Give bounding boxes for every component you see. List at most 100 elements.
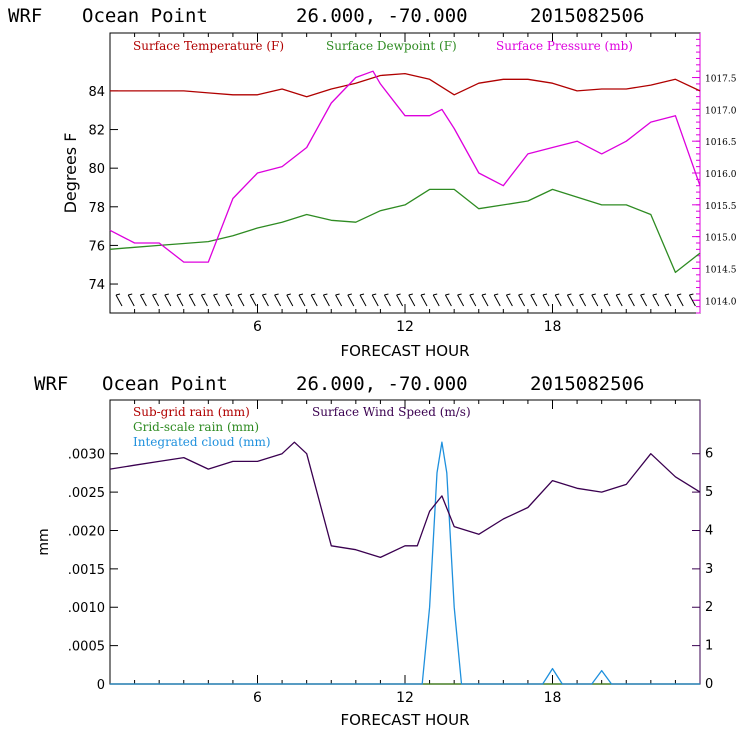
wind-barb-flag bbox=[603, 293, 609, 296]
wind-barb-flag bbox=[189, 293, 194, 296]
top-right-axis-ticks: 1014.0 1014.5 1015.0 1015.5 1016.0 1016.5 1017… bbox=[692, 33, 737, 314]
bottom-x-tick-label: 18 bbox=[544, 690, 562, 706]
wind-barb-flag bbox=[335, 293, 340, 296]
wind-barb bbox=[591, 294, 599, 307]
wind-barb bbox=[176, 294, 184, 307]
wind-barb bbox=[518, 294, 526, 307]
bottom-right-tick-label: 4 bbox=[705, 523, 713, 538]
wind-barb-flag bbox=[494, 293, 499, 296]
top-title-model: WRF bbox=[8, 5, 42, 27]
wind-barb-flag bbox=[115, 293, 121, 296]
wind-barb bbox=[432, 294, 440, 307]
wind-barb bbox=[139, 294, 147, 307]
wind-barb bbox=[688, 294, 696, 307]
top-x-tick-label: 12 bbox=[396, 319, 414, 335]
bottom-panel: WRF Ocean Point 26.000, -70.000 20150825… bbox=[34, 373, 713, 729]
wind-barb-flag bbox=[420, 293, 426, 296]
bottom-title-location: Ocean Point bbox=[102, 373, 228, 395]
legend-sub-grid-rain: Sub-grid rain (mm) bbox=[133, 405, 250, 419]
top-right-tick-label: 1017.0 bbox=[705, 106, 737, 116]
wind-barb-flag bbox=[689, 293, 694, 296]
wind-barb-flag bbox=[128, 293, 133, 296]
wind-barb bbox=[237, 294, 245, 307]
top-right-tick-label: 1015.5 bbox=[705, 202, 737, 212]
surface-wind-speed-line bbox=[109, 441, 701, 559]
bottom-title-coords: 26.000, -70.000 bbox=[296, 373, 468, 395]
wind-barb bbox=[530, 294, 538, 307]
bottom-right-tick-label: 3 bbox=[705, 562, 713, 577]
wind-barb bbox=[493, 294, 501, 307]
bottom-left-tick-label: .0015 bbox=[68, 563, 105, 578]
wind-barb bbox=[127, 294, 135, 307]
wind-barb bbox=[481, 294, 489, 307]
wind-barb-flag bbox=[384, 293, 389, 296]
wind-barb-flag bbox=[567, 293, 572, 296]
wind-barb-flag bbox=[176, 293, 182, 296]
wind-barb-flag bbox=[542, 293, 548, 296]
top-x-axis-label: FORECAST HOUR bbox=[340, 342, 469, 360]
top-right-tick-label: 1014.0 bbox=[705, 297, 737, 307]
top-left-tick-label: 82 bbox=[88, 124, 105, 139]
legend-integrated-cloud: Integrated cloud (mm) bbox=[133, 435, 271, 449]
wind-barb bbox=[383, 294, 391, 307]
bottom-right-tick-label: 2 bbox=[705, 600, 713, 615]
wind-barb-flag bbox=[445, 293, 450, 296]
wind-barb bbox=[115, 294, 123, 307]
surface-dewpoint-line bbox=[109, 188, 701, 274]
bottom-left-tick-label: .0010 bbox=[68, 601, 105, 616]
wind-barb bbox=[347, 294, 355, 307]
bottom-left-tick-label: .0025 bbox=[68, 486, 105, 501]
wind-barb bbox=[298, 294, 306, 307]
legend-grid-scale-rain: Grid-scale rain (mm) bbox=[133, 420, 259, 434]
wind-barb-flag bbox=[677, 293, 682, 296]
wind-barb bbox=[213, 294, 221, 307]
wind-barbs bbox=[115, 293, 696, 307]
bottom-right-tick-label: 6 bbox=[705, 447, 713, 462]
top-right-tick-label: 1015.0 bbox=[705, 234, 737, 244]
wind-barb bbox=[554, 294, 562, 307]
legend-surface-dewpoint: Surface Dewpoint (F) bbox=[326, 39, 457, 53]
wind-barb bbox=[286, 294, 294, 307]
wind-barb bbox=[566, 294, 574, 307]
wind-barb-flag bbox=[408, 293, 413, 296]
wind-barb-flag bbox=[311, 293, 316, 296]
bottom-right-tick-label: 0 bbox=[705, 677, 713, 692]
top-y-axis-label: Degrees F bbox=[61, 133, 80, 214]
top-series-lines bbox=[109, 70, 701, 274]
wind-barb-flag bbox=[152, 293, 157, 296]
bottom-right-tick-label: 1 bbox=[705, 639, 713, 654]
integrated-cloud-line bbox=[110, 441, 700, 685]
bottom-x-tick-label: 12 bbox=[396, 690, 414, 706]
top-x-tick-label: 18 bbox=[544, 319, 562, 335]
surface-pressure-line bbox=[109, 70, 701, 263]
wind-barb-flag bbox=[518, 293, 523, 296]
wind-barb-flag bbox=[579, 293, 584, 296]
wind-barb-flag bbox=[225, 293, 230, 296]
wind-barb-flag bbox=[481, 293, 487, 296]
wind-barb bbox=[335, 294, 343, 307]
wind-barb-flag bbox=[433, 293, 438, 296]
wind-barb-flag bbox=[359, 293, 365, 296]
legend-surface-temperature: Surface Temperature (F) bbox=[133, 39, 284, 53]
top-left-tick-label: 74 bbox=[88, 278, 105, 293]
wind-barb bbox=[505, 294, 513, 307]
wind-barb-flag bbox=[664, 293, 670, 296]
wind-barb-flag bbox=[274, 293, 279, 296]
wind-barb bbox=[225, 294, 233, 307]
top-title-location: Ocean Point bbox=[82, 5, 208, 27]
wind-barb bbox=[457, 294, 465, 307]
wind-barb-flag bbox=[164, 293, 169, 296]
wind-barb-flag bbox=[652, 293, 657, 296]
wind-barb bbox=[200, 294, 208, 307]
bottom-y-axis-label: mm bbox=[36, 528, 52, 555]
bottom-axis-ticks: 6 12 18 0 .0005 .0010 .0015 .0020 .0025 .0030 bbox=[68, 400, 676, 706]
top-right-tick-label: 1014.5 bbox=[705, 265, 737, 275]
wind-barb-flag bbox=[396, 293, 401, 296]
wind-barb-flag bbox=[555, 293, 560, 296]
top-right-tick-label: 1017.5 bbox=[705, 75, 737, 85]
wind-barb-flag bbox=[457, 293, 462, 296]
wind-barb bbox=[603, 294, 611, 307]
wind-barb-flag bbox=[140, 293, 145, 296]
top-title-coords: 26.000, -70.000 bbox=[296, 5, 468, 27]
wind-barb-flag bbox=[469, 293, 474, 296]
